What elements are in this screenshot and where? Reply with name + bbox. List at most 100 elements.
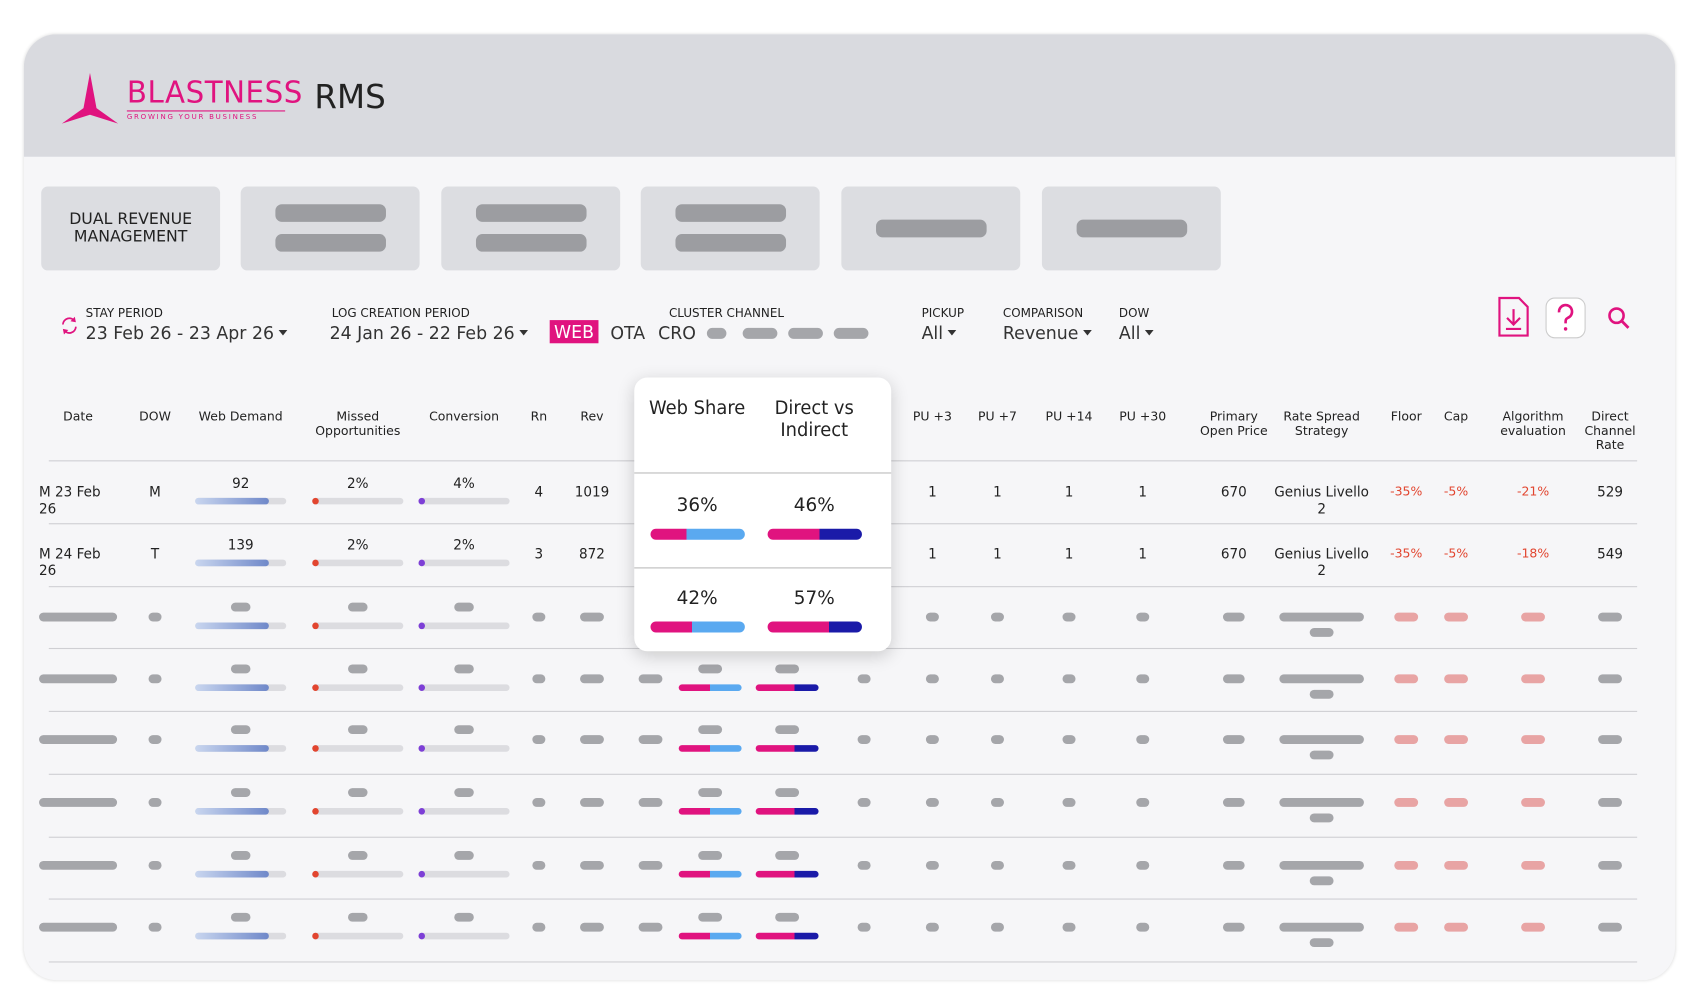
placeholder <box>1279 860 1364 870</box>
filter-label: CLUSTER CHANNEL <box>668 305 785 321</box>
placeholder <box>1598 922 1622 932</box>
tab[interactable] <box>640 186 820 271</box>
row-divider <box>48 773 1638 775</box>
placeholder <box>1444 798 1469 807</box>
placeholder <box>698 788 723 797</box>
placeholder <box>698 912 723 922</box>
placeholder <box>1444 860 1469 870</box>
placeholder <box>706 327 727 339</box>
popup-value: 42% <box>676 587 718 610</box>
column-header: Rate Spread Strategy <box>1283 408 1360 439</box>
placeholder <box>925 674 939 684</box>
filter-value[interactable]: 24 Jan 26 - 22 Feb 26 <box>330 322 528 343</box>
placeholder <box>532 860 546 870</box>
bar-track <box>312 622 404 630</box>
cell: 139 <box>227 536 254 554</box>
placeholder <box>990 735 1004 744</box>
bar-fill <box>195 559 269 567</box>
placeholder <box>698 664 723 674</box>
bar-fill <box>195 807 269 815</box>
placeholder <box>638 922 663 932</box>
filter-value[interactable]: 23 Feb 26 - 23 Apr 26 <box>86 322 287 343</box>
channel-option[interactable]: WEB <box>549 320 599 344</box>
placeholder <box>454 602 474 612</box>
refresh-icon[interactable] <box>59 315 81 337</box>
bar-dot <box>312 932 319 940</box>
bar-track <box>312 559 404 567</box>
cell: 1 <box>928 545 937 562</box>
placeholder <box>638 860 663 870</box>
placeholder <box>1136 860 1150 870</box>
placeholder <box>1394 798 1419 807</box>
row-divider <box>48 898 1638 900</box>
filter-label: COMPARISON <box>1002 305 1084 321</box>
cell: T <box>150 545 160 562</box>
column-header: Cap <box>1443 408 1469 424</box>
placeholder <box>1222 674 1245 684</box>
bar-track <box>418 559 510 567</box>
column-header: Date <box>63 408 93 424</box>
row-divider <box>48 710 1638 712</box>
placeholder <box>925 860 939 870</box>
placeholder <box>925 612 939 622</box>
cell: 92 <box>232 474 250 492</box>
tab[interactable] <box>441 186 621 271</box>
tab[interactable] <box>240 186 420 271</box>
placeholder <box>1309 750 1334 760</box>
placeholder <box>148 860 162 870</box>
bar-track <box>418 684 510 691</box>
placeholder <box>1521 860 1545 870</box>
placeholder <box>638 674 663 684</box>
cell: 670 <box>1220 545 1247 562</box>
placeholder <box>454 912 474 922</box>
filter-value[interactable]: All <box>922 322 957 343</box>
cell: -5% <box>1443 545 1469 561</box>
cell: 1 <box>1138 483 1148 501</box>
placeholder <box>990 612 1004 622</box>
bar-track <box>312 870 404 878</box>
filter-label: PICKUP <box>921 305 965 321</box>
cell: 1 <box>928 483 937 501</box>
split-bar <box>767 528 862 540</box>
split-bar <box>755 932 819 940</box>
tab[interactable]: DUAL REVENUE MANAGEMENT <box>41 186 221 271</box>
placeholder <box>1222 860 1245 870</box>
search-icon[interactable] <box>1607 306 1633 332</box>
popup-value: 36% <box>676 494 718 517</box>
tab[interactable] <box>1041 186 1221 271</box>
help-icon[interactable] <box>1545 297 1586 339</box>
channel-option[interactable]: CRO <box>658 322 696 344</box>
filter-value[interactable]: Revenue <box>1003 322 1092 343</box>
cell: 549 <box>1597 545 1623 562</box>
placeholder <box>1309 876 1334 886</box>
placeholder <box>39 674 118 684</box>
placeholder <box>580 798 604 807</box>
placeholder <box>580 860 604 870</box>
download-icon[interactable] <box>1496 296 1531 338</box>
tab[interactable] <box>841 186 1021 271</box>
column-header: PU +3 <box>912 408 952 424</box>
filter-label: DOW <box>1118 305 1150 321</box>
cell: 2% <box>347 536 369 554</box>
placeholder <box>990 798 1004 807</box>
column-header: DOW <box>139 408 171 424</box>
placeholder <box>348 912 368 922</box>
product: RMS <box>314 78 386 118</box>
channel-option[interactable]: OTA <box>610 322 646 344</box>
placeholder <box>833 327 869 339</box>
cell: -5% <box>1443 483 1469 499</box>
bar-track <box>418 622 510 630</box>
placeholder <box>1309 628 1334 637</box>
split-bar <box>678 807 742 815</box>
bar-dot <box>418 932 426 940</box>
bar-track <box>312 497 404 505</box>
placeholder <box>925 922 939 932</box>
cell: 1 <box>1064 545 1074 562</box>
placeholder <box>1521 612 1545 622</box>
placeholder <box>1279 674 1364 684</box>
bar-dot <box>418 559 426 567</box>
bar-dot <box>312 559 319 567</box>
column-header: Rn <box>530 408 548 424</box>
filter-value[interactable]: All <box>1119 322 1154 343</box>
